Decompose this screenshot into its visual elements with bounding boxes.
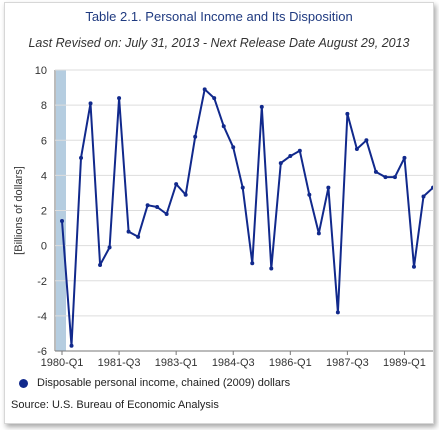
x-tick-label: 1981-Q3 bbox=[98, 357, 141, 369]
data-point bbox=[136, 234, 141, 239]
data-point bbox=[212, 96, 217, 101]
x-tick-label: 1989-Q1 bbox=[383, 357, 426, 369]
data-point bbox=[278, 161, 283, 166]
series-line bbox=[61, 88, 433, 347]
data-point bbox=[354, 147, 359, 152]
data-point bbox=[297, 148, 302, 153]
data-point bbox=[174, 182, 179, 187]
data-point bbox=[69, 343, 74, 348]
chart-subtitle: Last Revised on: July 31, 2013 - Next Re… bbox=[28, 36, 410, 50]
data-point bbox=[421, 194, 426, 199]
source-note: Source: U.S. Bureau of Economic Analysis bbox=[11, 399, 219, 411]
y-tick-label: 0 bbox=[41, 241, 47, 253]
data-point bbox=[431, 185, 433, 190]
legend-label: Disposable personal income, chained (200… bbox=[37, 377, 291, 389]
data-point bbox=[88, 101, 93, 106]
data-point bbox=[240, 185, 245, 190]
x-tick-label: 1983-Q1 bbox=[155, 357, 198, 369]
data-point bbox=[145, 203, 150, 208]
data-point bbox=[335, 310, 340, 315]
data-point bbox=[98, 262, 103, 267]
data-point bbox=[373, 169, 378, 174]
data-point bbox=[364, 138, 369, 143]
data-point bbox=[383, 175, 388, 180]
data-point bbox=[221, 124, 226, 129]
data-point bbox=[183, 192, 188, 197]
x-tick-label: 1986-Q1 bbox=[269, 357, 312, 369]
data-point bbox=[288, 154, 293, 159]
y-tick-label: 10 bbox=[35, 65, 47, 77]
data-point bbox=[392, 175, 397, 180]
chart-panel: Table 2.1. Personal Income and Its Dispo… bbox=[4, 2, 434, 424]
data-point bbox=[164, 212, 169, 217]
data-point bbox=[259, 104, 264, 109]
y-tick-label: 2 bbox=[41, 206, 47, 218]
data-point bbox=[269, 266, 274, 271]
data-point bbox=[155, 204, 160, 209]
data-point bbox=[411, 264, 416, 269]
data-point bbox=[402, 155, 407, 160]
data-point bbox=[250, 261, 255, 266]
chart-title: Table 2.1. Personal Income and Its Dispo… bbox=[85, 9, 353, 24]
x-tick-label: 1980-Q1 bbox=[41, 357, 84, 369]
data-point bbox=[193, 134, 198, 139]
x-tick-label: 1987-Q3 bbox=[326, 357, 369, 369]
y-tick-label: 8 bbox=[41, 100, 47, 112]
data-point bbox=[307, 192, 312, 197]
data-point bbox=[326, 185, 331, 190]
data-point bbox=[316, 231, 321, 236]
data-point bbox=[202, 87, 207, 92]
y-axis-label: [Billions of dollars] bbox=[13, 166, 25, 255]
data-point bbox=[60, 219, 64, 224]
y-tick-label: -2 bbox=[37, 276, 47, 288]
y-tick-label: -4 bbox=[37, 311, 47, 323]
data-point bbox=[345, 111, 350, 116]
line-chart: 10 8 6 4 2 0 -2 -4 -6 [Billions of dollars] 1980-Q… bbox=[13, 65, 433, 369]
data-point bbox=[107, 245, 112, 250]
x-tick-label: 1984-Q3 bbox=[212, 357, 255, 369]
legend[interactable]: Disposable personal income, chained (200… bbox=[19, 377, 290, 389]
data-point bbox=[231, 145, 236, 150]
y-tick-label: 4 bbox=[41, 170, 47, 182]
y-tick-label: -6 bbox=[37, 346, 47, 358]
y-tick-label: 6 bbox=[41, 135, 47, 147]
data-point bbox=[117, 96, 122, 101]
data-point bbox=[79, 155, 84, 160]
legend-marker bbox=[19, 378, 28, 388]
data-point bbox=[126, 229, 131, 234]
